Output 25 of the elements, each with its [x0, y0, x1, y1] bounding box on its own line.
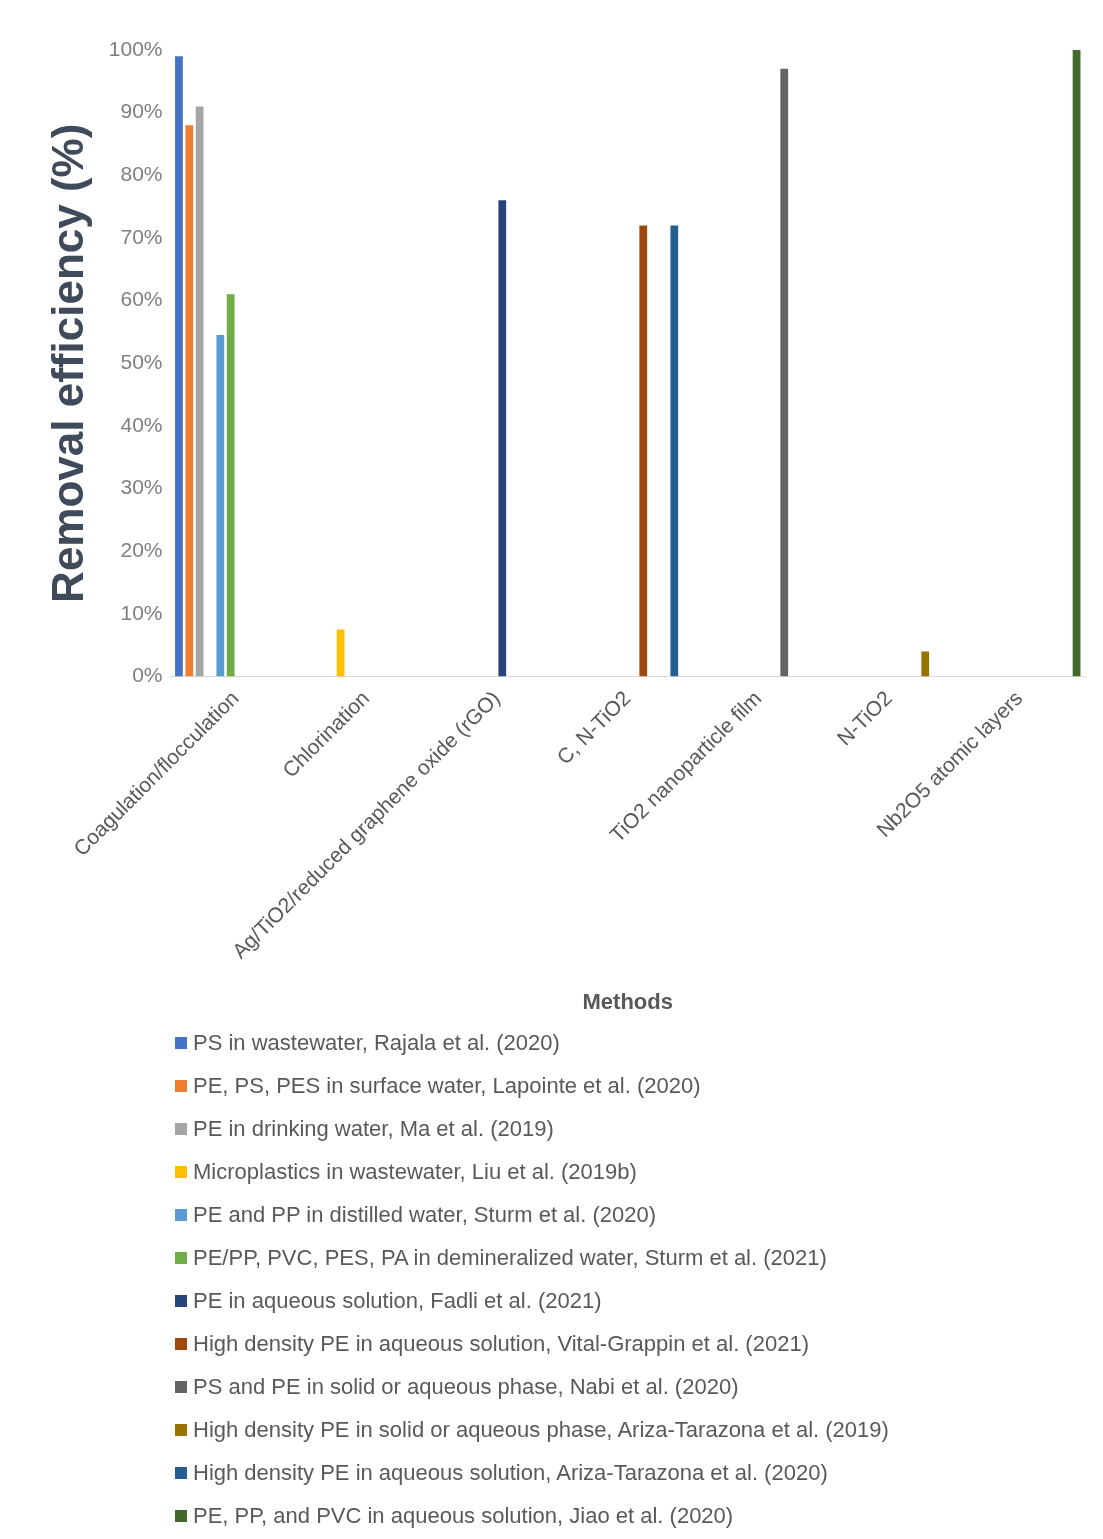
x-axis-title: Methods	[582, 988, 673, 1014]
legend-label: PE and PP in distilled water, Sturm et al. (2020)	[193, 1202, 657, 1228]
legend-label: PE/PP, PVC, PES, PA in demineralized water, Sturm et al. (2021)	[193, 1245, 827, 1271]
legend-label: PS in wastewater, Rajala et al. (2020)	[193, 1030, 560, 1056]
legend-label: High density PE in aqueous solution, Ariza-Tarazona et al. (2020)	[193, 1460, 828, 1486]
legend-label: PE in drinking water, Ma et al. (2019)	[193, 1116, 554, 1142]
y-tick-label: 40%	[120, 412, 163, 436]
y-tick-label: 70%	[120, 224, 163, 248]
legend-label: PE, PS, PES in surface water, Lapointe et al. (2020)	[193, 1073, 701, 1099]
y-tick-label: 20%	[120, 538, 163, 562]
legend-label: Microplastics in wastewater, Liu et al. (2019b)	[193, 1159, 637, 1185]
y-tick-label: 10%	[120, 600, 163, 624]
y-tick-label: 80%	[120, 162, 163, 186]
y-tick-label: 30%	[120, 475, 163, 499]
y-tick-label: 100%	[108, 36, 163, 60]
legend-label: PE in aqueous solution, Fadli et al. (2021)	[193, 1288, 602, 1314]
legend-label: High density PE in aqueous solution, Vital-Grappin et al. (2021)	[193, 1331, 809, 1357]
y-tick-label: 60%	[120, 287, 163, 311]
legend-label: PE, PP, and PVC in aqueous solution, Jiao et al. (2020)	[193, 1503, 734, 1529]
y-tick-label: 90%	[120, 99, 163, 123]
y-tick-label: 0%	[132, 663, 163, 687]
y-tick-label: 50%	[120, 350, 163, 374]
legend-label: PS and PE in solid or aqueous phase, Nabi et al. (2020)	[193, 1374, 739, 1400]
y-axis-title: Removal efficiency (%)	[42, 123, 92, 603]
legend-label: High density PE in solid or aqueous phase, Ariza-Tarazona et al. (2019)	[193, 1417, 889, 1443]
